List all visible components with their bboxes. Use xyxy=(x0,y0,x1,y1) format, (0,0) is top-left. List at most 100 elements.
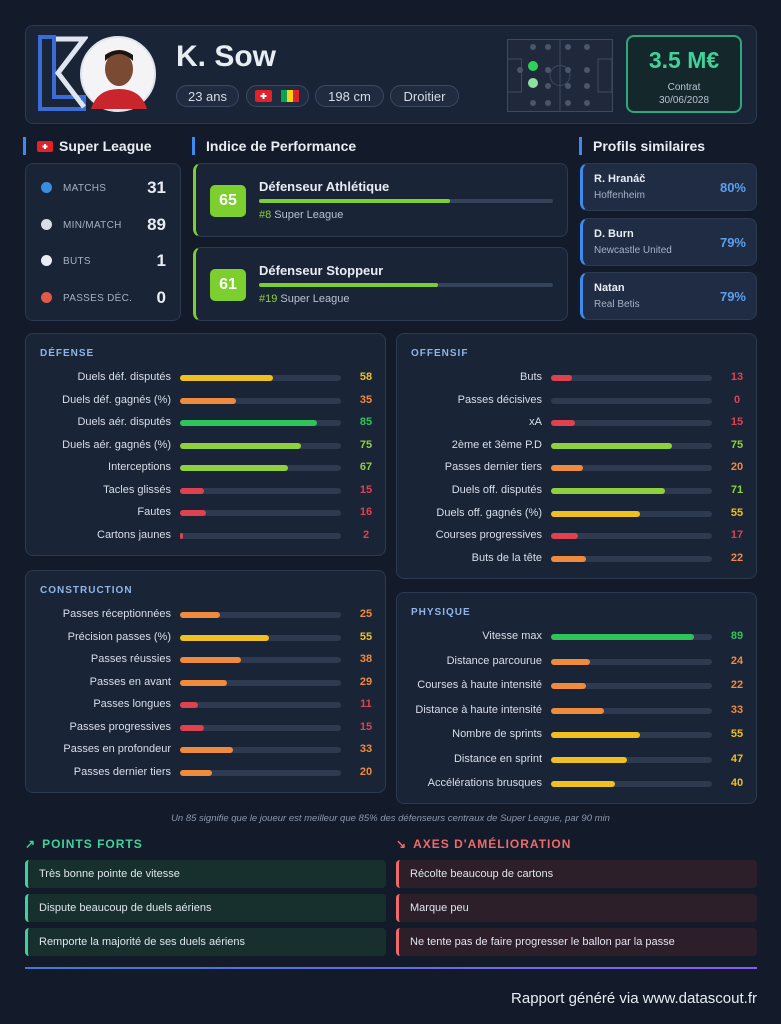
stat-track xyxy=(180,612,341,618)
stat-label: Duels off. gagnés (%) xyxy=(436,506,542,519)
stat-track xyxy=(551,420,712,427)
stat-row: Tacles glissés 15 xyxy=(26,481,385,501)
similar-name: D. Burn xyxy=(594,227,634,240)
stat-row: Cartons jaunes 2 xyxy=(26,526,385,546)
similar-club: Real Betis xyxy=(594,299,640,310)
similar-card[interactable]: Natan Real Betis 79% xyxy=(580,272,757,320)
flags xyxy=(254,90,299,102)
stat-icon xyxy=(41,291,52,303)
stat-label: Cartons jaunes xyxy=(97,528,171,541)
stat-track xyxy=(180,747,341,754)
stat-value: 15 xyxy=(359,720,373,733)
stat-bar xyxy=(551,533,579,540)
stat-track xyxy=(551,634,712,640)
stat-track xyxy=(180,397,341,404)
stat-track xyxy=(180,420,341,427)
stat-value: 13 xyxy=(730,371,744,383)
stat-row: Passes réussies 38 xyxy=(26,650,385,670)
stat-label: Courses progressives xyxy=(435,529,542,542)
stat-value: 71 xyxy=(730,484,744,496)
strengths-title: ↗ POINTS FORTS xyxy=(25,837,143,851)
stat-row: Passes en profondeur 33 xyxy=(26,740,385,760)
stat-track xyxy=(180,442,341,449)
height-pill: 198 cm xyxy=(315,85,384,107)
strengths-title-text: POINTS FORTS xyxy=(42,837,143,851)
performance-league: Super League xyxy=(280,293,350,305)
stat-row: Passes réceptionnées 25 xyxy=(26,605,385,625)
performance-title: Indice de Performance xyxy=(192,137,356,155)
stat-value: 55 xyxy=(730,506,744,519)
stat-value: 15 xyxy=(359,483,373,496)
performance-card: 61 Défenseur Stoppeur #19 Super League xyxy=(193,247,568,321)
stat-label: Passes réussies xyxy=(90,653,171,666)
club-logo xyxy=(38,35,88,111)
stat-track xyxy=(551,683,712,689)
stat-track xyxy=(180,375,341,381)
stat-track xyxy=(180,532,341,539)
stat-value: 89 xyxy=(147,214,166,234)
performance-rank: #19 xyxy=(259,293,278,305)
performance-score: 65 xyxy=(210,185,246,217)
stat-row: Interceptions 67 xyxy=(26,458,385,478)
stat-bar xyxy=(551,442,672,449)
performance-role: Défenseur Stoppeur xyxy=(259,263,384,278)
stat-track xyxy=(180,487,341,494)
strengths-item: Remporte la majorité de ses duels aérien… xyxy=(25,928,386,956)
player-photo xyxy=(80,36,156,112)
performance-card: 65 Défenseur Athlétique #8 Super League xyxy=(193,163,568,237)
stat-track xyxy=(180,510,341,517)
stat-value: 40 xyxy=(730,777,744,789)
stat-bar xyxy=(180,442,301,449)
stat-bar xyxy=(180,532,184,539)
stat-value: 55 xyxy=(359,630,373,643)
stat-row: xA 15 xyxy=(397,413,756,433)
stat-track xyxy=(551,510,712,517)
performance-score: 61 xyxy=(210,269,246,301)
contract-label: Contrat xyxy=(667,82,701,93)
footer: Rapport généré via www.datascout.fr xyxy=(511,990,757,1007)
stat-label: Tacles glissés xyxy=(103,483,171,496)
stat-value: 35 xyxy=(359,393,373,406)
stat-bar xyxy=(180,769,213,776)
stat-bar xyxy=(180,465,288,472)
stat-value: 16 xyxy=(359,506,373,519)
performance-rank-line: #19 Super League xyxy=(259,293,349,305)
stat-label: Passes en profondeur xyxy=(63,743,171,756)
similar-card[interactable]: D. Burn Newcastle United 79% xyxy=(580,217,757,266)
stat-value: 75 xyxy=(359,438,373,451)
stat-bar xyxy=(180,397,237,404)
stat-label: Précision passes (%) xyxy=(67,630,171,643)
similar-card[interactable]: R. Hranáč Hoffenheim 80% xyxy=(580,163,757,211)
stat-track xyxy=(551,465,712,472)
stat-row: Passes dernier tiers 20 xyxy=(397,458,756,478)
stat-row: Duels aér. gagnés (%) 75 xyxy=(26,436,385,456)
stat-track xyxy=(551,756,712,763)
performance-rank: #8 xyxy=(259,209,272,221)
stat-track xyxy=(551,658,712,665)
stat-bar xyxy=(551,781,616,787)
stat-label: Duels aér. disputés xyxy=(77,416,171,429)
stat-label: Passes progressives xyxy=(69,720,172,733)
stat-value: 67 xyxy=(359,461,373,474)
stat-bar xyxy=(180,420,317,427)
stat-label: MIN/MATCH xyxy=(63,219,122,231)
stat-label: Interceptions xyxy=(108,461,171,474)
similar-name: Natan xyxy=(594,282,625,294)
stat-row: Distance parcourue 24 xyxy=(397,652,756,672)
stat-label: Vitesse max xyxy=(482,630,542,642)
stat-row: Passes en avant 29 xyxy=(26,673,385,693)
section-title: CONSTRUCTION xyxy=(40,585,133,596)
stat-track xyxy=(551,707,712,714)
stat-row: Passes progressives 15 xyxy=(26,718,385,738)
stat-label: Duels déf. gagnés (%) xyxy=(62,393,171,406)
performance-bar xyxy=(259,199,451,203)
swiss-flag xyxy=(37,141,53,152)
stat-track xyxy=(551,555,712,562)
stat-value: 15 xyxy=(730,416,744,429)
stat-track xyxy=(180,769,341,776)
stat-bar xyxy=(180,375,274,381)
similar-name: R. Hranáč xyxy=(594,173,646,185)
stat-label: Buts xyxy=(519,371,542,383)
